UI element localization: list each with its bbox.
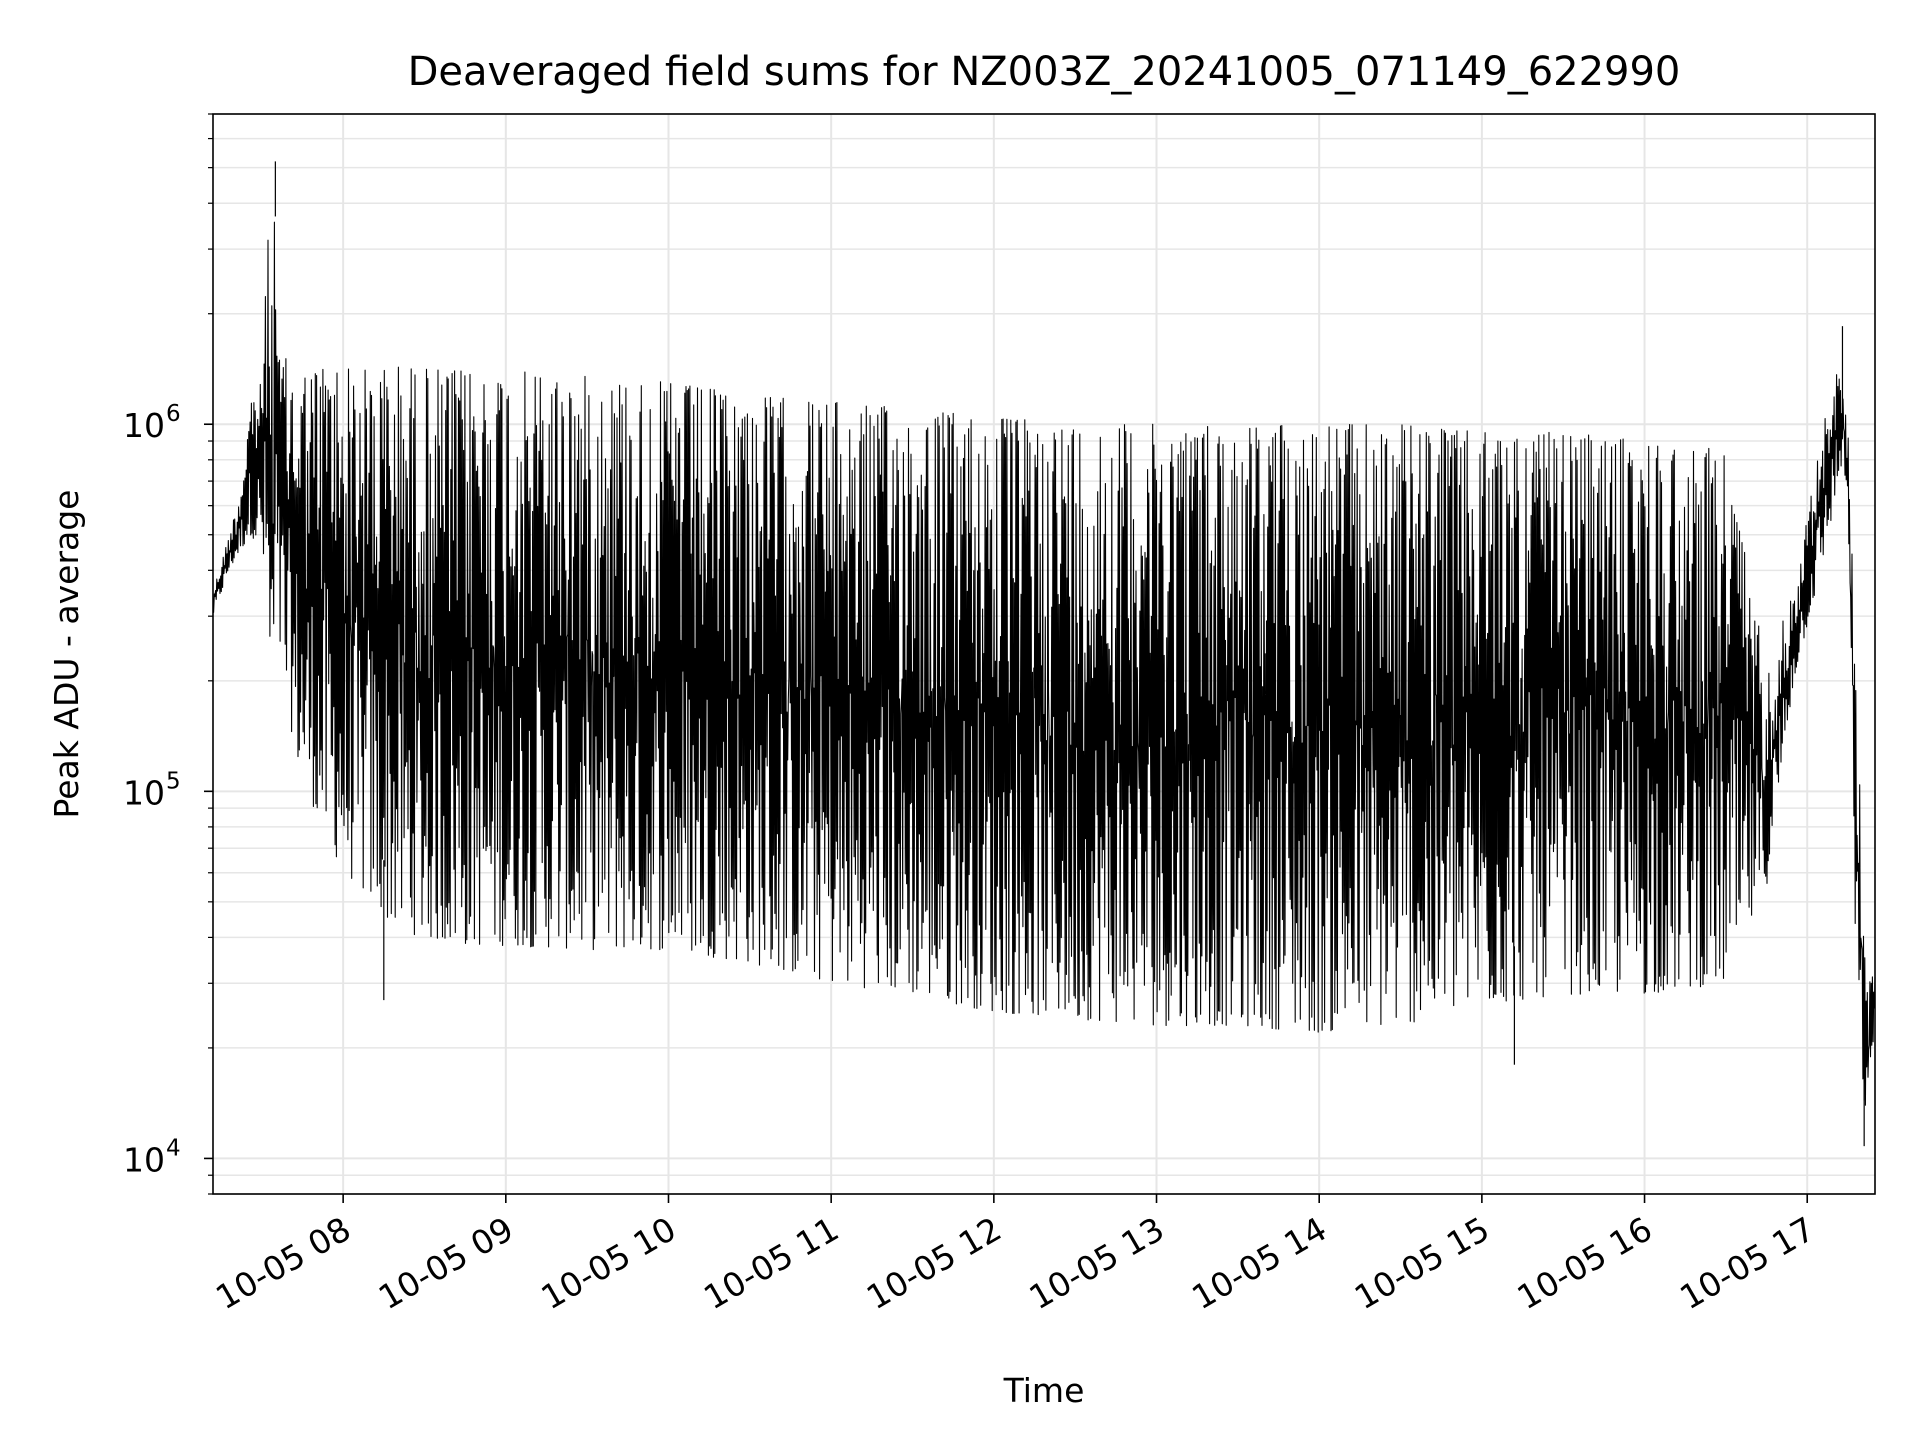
y-tick-label: 10 [123,406,165,445]
y-tick-label-exponent: 6 [166,401,181,427]
series-line [212,221,1876,1106]
y-tick-label-exponent: 5 [166,768,181,794]
y-axis-label: Peak ADU - average [47,490,86,819]
data-layer [212,161,1876,1147]
chart-title: Deaveraged field sums for NZ003Z_2024100… [408,49,1681,95]
y-tick-label: 10 [123,773,165,812]
plot-frame [212,113,1876,1195]
y-tick-label-exponent: 4 [166,1135,181,1161]
y-tick-label: 10 [123,1140,165,1179]
x-axis-label: Time [1003,1371,1085,1410]
